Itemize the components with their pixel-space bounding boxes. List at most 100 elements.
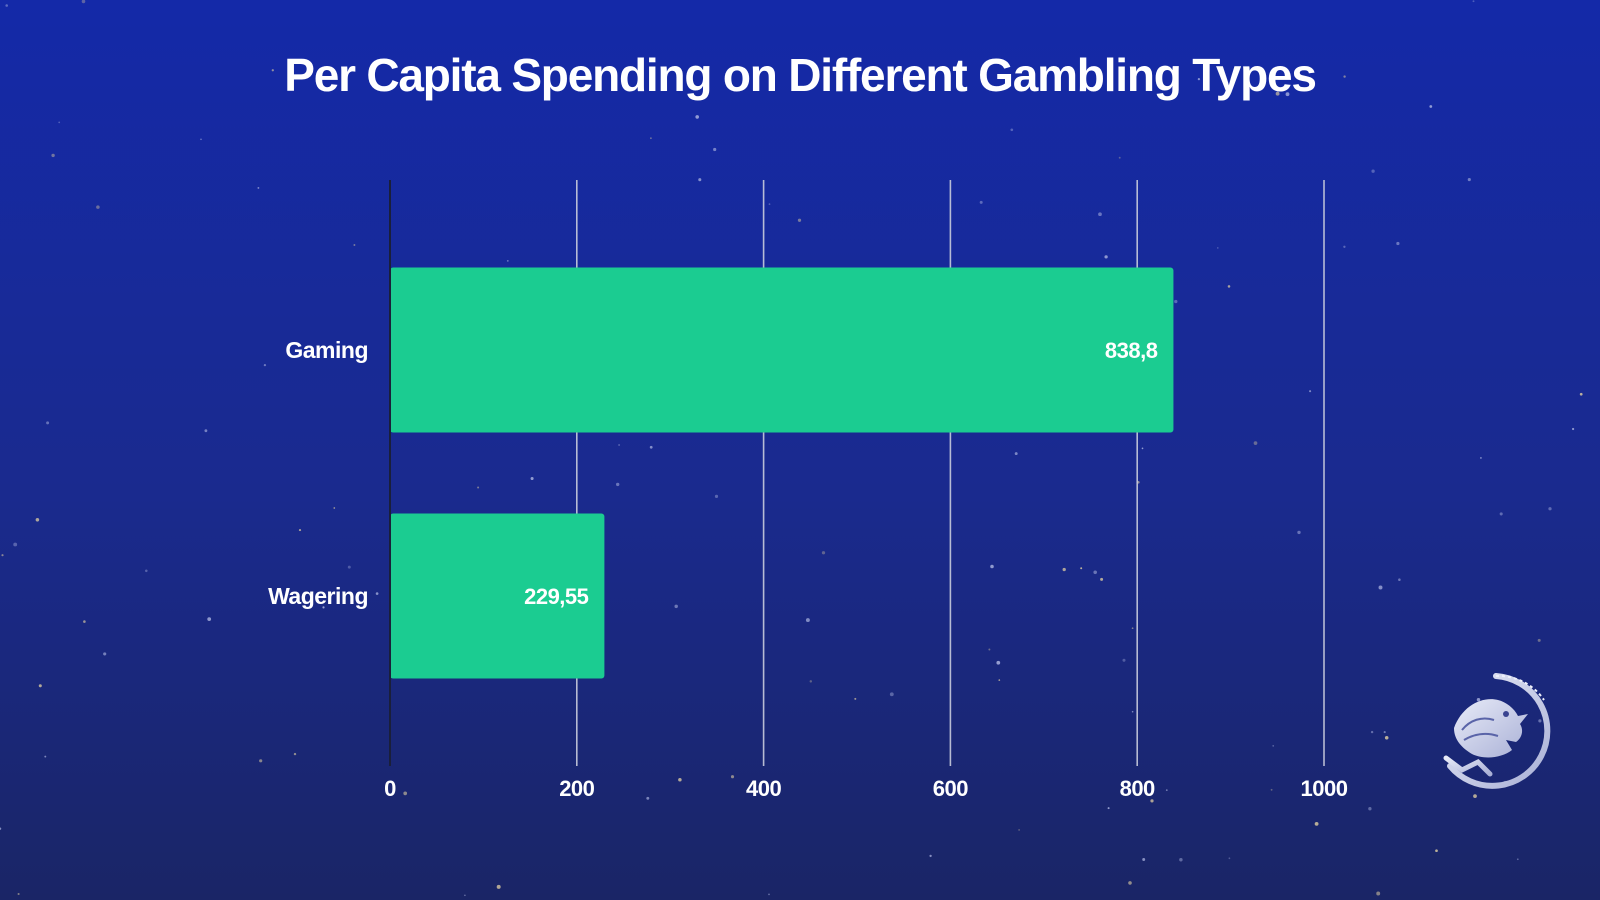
star — [259, 759, 263, 763]
star — [1270, 788, 1273, 791]
star — [1228, 857, 1231, 860]
star — [1010, 128, 1014, 132]
star — [1253, 441, 1258, 445]
x-tick-label: 400 — [746, 776, 781, 801]
star — [768, 203, 771, 205]
star — [17, 892, 20, 896]
x-tick-label: 1000 — [1301, 776, 1348, 801]
x-tick-label: 800 — [1120, 776, 1155, 801]
star — [145, 569, 148, 573]
star — [271, 69, 274, 72]
star — [616, 482, 620, 487]
star — [1571, 427, 1575, 431]
star — [1122, 658, 1126, 662]
star — [768, 893, 770, 896]
star — [1309, 390, 1312, 393]
star — [698, 178, 702, 182]
star — [1579, 392, 1583, 396]
star — [347, 565, 351, 569]
star — [257, 186, 260, 189]
star — [646, 796, 650, 800]
star — [1216, 247, 1219, 249]
star — [46, 421, 50, 425]
star — [650, 137, 652, 140]
star — [1383, 731, 1386, 734]
star — [674, 604, 678, 609]
star — [1062, 567, 1066, 572]
star — [1398, 578, 1401, 581]
star — [1538, 719, 1542, 723]
star — [1548, 507, 1552, 511]
star — [35, 518, 40, 522]
star — [1014, 452, 1018, 456]
dragon-emblem-icon — [1443, 673, 1551, 789]
star — [1150, 799, 1154, 803]
star — [44, 755, 47, 758]
star — [1429, 105, 1433, 108]
star — [1272, 745, 1275, 747]
star — [809, 680, 813, 683]
star — [1179, 857, 1183, 862]
data-label: 838,8 — [1105, 338, 1158, 363]
star — [1314, 822, 1319, 826]
star — [1537, 638, 1541, 642]
star — [81, 0, 86, 4]
star — [1131, 627, 1134, 630]
star — [805, 618, 810, 623]
star — [1142, 858, 1146, 861]
labels: 838,8 Gaming 229,55 Wagering 0 200 400 600 800 10… — [268, 337, 1348, 801]
star — [1118, 156, 1121, 159]
star — [889, 692, 894, 697]
chart-title: Per Capita Spending on Different Gamblin… — [284, 49, 1317, 101]
star — [530, 476, 534, 481]
star — [200, 138, 202, 141]
star — [730, 775, 735, 779]
category-label: Wagering — [268, 583, 368, 609]
star — [1467, 178, 1471, 182]
star — [38, 684, 42, 688]
star — [1384, 736, 1389, 740]
bars — [390, 267, 1174, 679]
star — [204, 429, 208, 433]
star — [1368, 807, 1372, 811]
star — [1435, 849, 1438, 853]
star — [1104, 255, 1108, 259]
star — [1197, 77, 1201, 81]
star — [821, 551, 826, 555]
x-tick-label: 0 — [384, 776, 396, 801]
star — [1275, 91, 1280, 96]
star — [207, 617, 212, 621]
star — [1093, 570, 1097, 575]
star — [1297, 530, 1301, 535]
star — [353, 244, 356, 246]
star — [298, 529, 302, 532]
star — [96, 205, 100, 209]
star — [83, 620, 86, 623]
star — [713, 147, 717, 152]
star — [1499, 512, 1503, 516]
x-tick-label: 200 — [559, 776, 594, 801]
star — [1516, 858, 1519, 861]
bar-gaming — [390, 267, 1174, 433]
star — [1227, 285, 1231, 288]
star — [929, 854, 932, 858]
star — [0, 827, 2, 830]
star — [5, 4, 8, 7]
star — [649, 445, 653, 449]
star — [1107, 807, 1110, 810]
star — [1473, 794, 1477, 798]
star — [1343, 245, 1346, 248]
star — [51, 153, 55, 158]
star — [678, 777, 682, 782]
star — [403, 791, 408, 796]
star — [998, 679, 1001, 681]
star — [58, 121, 61, 124]
star — [1371, 169, 1375, 173]
star — [375, 592, 379, 595]
star — [506, 260, 509, 262]
star — [1378, 585, 1383, 590]
star — [996, 660, 1001, 665]
star — [618, 444, 621, 446]
star — [1479, 456, 1482, 459]
